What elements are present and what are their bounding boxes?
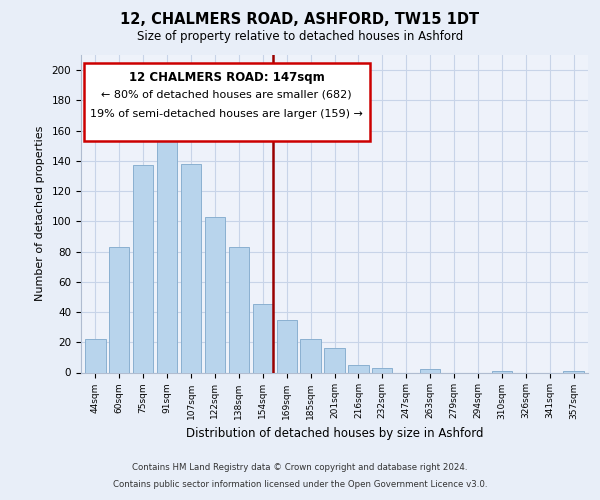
Bar xyxy=(181,164,201,372)
Bar xyxy=(277,320,297,372)
Bar xyxy=(492,371,512,372)
Bar xyxy=(157,135,177,372)
Bar xyxy=(420,370,440,372)
Bar xyxy=(109,247,130,372)
Bar xyxy=(563,371,584,372)
Bar xyxy=(372,368,392,372)
Text: ← 80% of detached houses are smaller (682): ← 80% of detached houses are smaller (68… xyxy=(101,90,352,100)
Text: Contains public sector information licensed under the Open Government Licence v3: Contains public sector information licen… xyxy=(113,480,487,489)
Bar xyxy=(301,339,321,372)
Bar xyxy=(348,365,368,372)
FancyBboxPatch shape xyxy=(83,63,370,140)
Text: 19% of semi-detached houses are larger (159) →: 19% of semi-detached houses are larger (… xyxy=(91,109,363,119)
Text: Size of property relative to detached houses in Ashford: Size of property relative to detached ho… xyxy=(137,30,463,43)
Bar xyxy=(253,304,273,372)
Bar xyxy=(325,348,344,372)
Text: 12, CHALMERS ROAD, ASHFORD, TW15 1DT: 12, CHALMERS ROAD, ASHFORD, TW15 1DT xyxy=(121,12,479,28)
Bar xyxy=(205,217,225,372)
Y-axis label: Number of detached properties: Number of detached properties xyxy=(35,126,44,302)
Bar xyxy=(133,166,154,372)
Bar xyxy=(85,339,106,372)
Bar xyxy=(229,247,249,372)
Text: 12 CHALMERS ROAD: 147sqm: 12 CHALMERS ROAD: 147sqm xyxy=(129,71,325,84)
X-axis label: Distribution of detached houses by size in Ashford: Distribution of detached houses by size … xyxy=(186,427,483,440)
Text: Contains HM Land Registry data © Crown copyright and database right 2024.: Contains HM Land Registry data © Crown c… xyxy=(132,464,468,472)
